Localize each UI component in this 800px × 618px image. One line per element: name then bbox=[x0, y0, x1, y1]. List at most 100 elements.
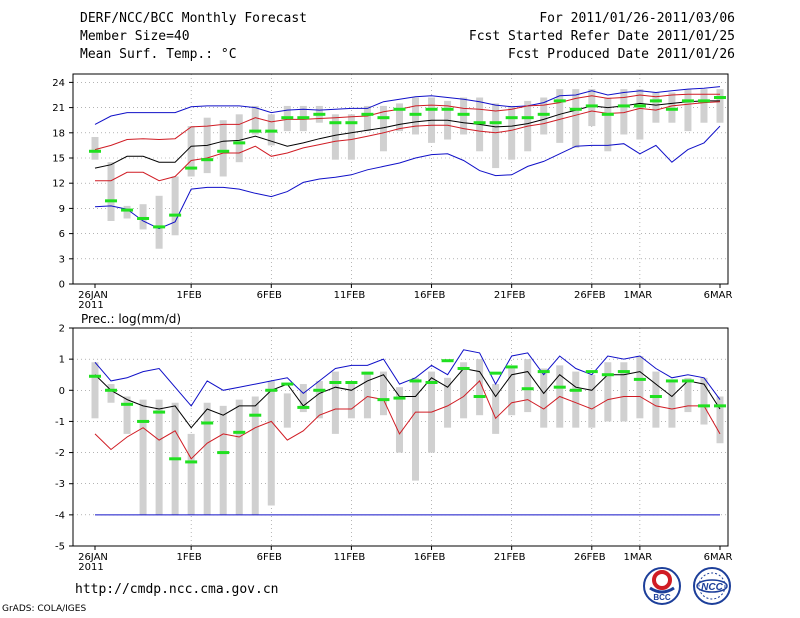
observation-mark bbox=[185, 460, 198, 464]
observation-mark bbox=[89, 149, 101, 153]
range-bar bbox=[524, 359, 532, 413]
observation-mark bbox=[249, 129, 262, 133]
range-bar bbox=[556, 89, 564, 143]
observation-mark bbox=[681, 379, 694, 383]
range-bar bbox=[219, 120, 227, 177]
range-bar bbox=[251, 396, 259, 515]
observation-mark bbox=[169, 213, 182, 217]
x-tick-label: 1MAR bbox=[623, 290, 652, 301]
x-tick-label: 6FEB bbox=[257, 552, 282, 563]
x-tick-label: 26FEB bbox=[574, 290, 606, 301]
observation-mark bbox=[361, 112, 374, 116]
header-left: DERF/NCC/BCC Monthly Forecast Member Size… bbox=[80, 10, 307, 64]
y-tick-label: 12 bbox=[52, 179, 65, 190]
x-tick-label: 1FEB bbox=[177, 552, 202, 563]
observation-mark bbox=[601, 373, 614, 377]
observation-mark bbox=[297, 405, 310, 409]
observation-mark bbox=[553, 385, 566, 389]
observation-mark bbox=[409, 379, 422, 383]
observation-mark bbox=[105, 388, 118, 392]
observation-mark bbox=[345, 381, 358, 384]
range-bar bbox=[492, 103, 500, 169]
y-tick-label: 18 bbox=[52, 128, 65, 139]
observation-mark bbox=[697, 99, 710, 103]
y-tick-label: 2 bbox=[59, 324, 65, 335]
observation-mark bbox=[105, 199, 118, 203]
range-bar bbox=[412, 97, 420, 135]
range-bar bbox=[412, 377, 420, 481]
observation-mark bbox=[457, 112, 470, 116]
range-bar bbox=[299, 384, 307, 413]
range-bar bbox=[91, 362, 99, 419]
observation-mark bbox=[537, 112, 550, 116]
x-tick-label: 16FEB bbox=[414, 290, 446, 301]
observation-mark bbox=[617, 370, 630, 374]
observation-mark bbox=[377, 116, 390, 120]
observation-mark bbox=[425, 381, 438, 384]
range-bar bbox=[107, 384, 115, 403]
range-bar bbox=[492, 384, 500, 434]
y-tick-label: -1 bbox=[55, 417, 65, 428]
ncc-logo-text: NCC bbox=[701, 582, 723, 593]
range-bar bbox=[123, 396, 131, 434]
observation-mark bbox=[265, 388, 278, 392]
observation-mark bbox=[569, 388, 582, 392]
observation-mark bbox=[633, 104, 646, 108]
x-tick-label: 6MAR bbox=[704, 290, 733, 301]
range-bar bbox=[700, 377, 708, 425]
y-tick-label: -5 bbox=[55, 542, 65, 553]
range-bar bbox=[572, 89, 580, 148]
range-bar bbox=[331, 371, 339, 434]
observation-mark bbox=[489, 371, 502, 375]
observation-mark bbox=[121, 208, 134, 212]
observation-mark bbox=[425, 107, 438, 111]
range-bar bbox=[363, 371, 371, 419]
range-bar bbox=[540, 97, 548, 135]
range-bar bbox=[123, 205, 131, 219]
observation-mark bbox=[137, 216, 150, 220]
observation-mark bbox=[377, 398, 390, 402]
logos: BCC NCC bbox=[643, 567, 731, 605]
source-url[interactable]: http://cmdp.ncc.cma.gov.cn bbox=[75, 582, 279, 597]
x-tick-label: 21FEB bbox=[494, 290, 526, 301]
observation-mark bbox=[217, 149, 230, 153]
range-bar bbox=[540, 368, 548, 428]
observation-mark bbox=[505, 116, 518, 120]
range-bar bbox=[508, 105, 516, 160]
observation-mark bbox=[585, 370, 598, 374]
range-bar bbox=[267, 380, 275, 506]
range-bar bbox=[155, 195, 163, 249]
y-tick-label: 0 bbox=[59, 386, 65, 397]
range-bar bbox=[107, 162, 115, 221]
forecast-period: For 2011/01/26-2011/03/06 bbox=[539, 11, 735, 26]
y-tick-label: -4 bbox=[55, 510, 65, 521]
range-bar bbox=[668, 92, 676, 123]
observation-mark bbox=[665, 107, 678, 111]
range-bar bbox=[444, 377, 452, 428]
produced-date: Fcst Produced Date 2011/01/26 bbox=[508, 47, 735, 62]
x-tick-label: 1MAR bbox=[623, 552, 652, 563]
observation-mark bbox=[489, 121, 502, 125]
observation-mark bbox=[153, 225, 166, 229]
observation-mark bbox=[601, 112, 614, 116]
x-tick-sublabel: 2011 bbox=[78, 300, 103, 311]
observation-mark bbox=[505, 365, 518, 369]
observation-mark bbox=[121, 402, 134, 406]
observation-mark bbox=[249, 413, 262, 417]
x-tick-label: 6MAR bbox=[704, 552, 733, 563]
observation-mark bbox=[265, 129, 278, 133]
observation-mark bbox=[281, 382, 294, 386]
observation-mark bbox=[329, 381, 342, 384]
series-line-median bbox=[94, 100, 720, 169]
y-tick-label: 24 bbox=[52, 78, 65, 89]
range-bar bbox=[652, 371, 660, 428]
y-tick-label: 1 bbox=[59, 355, 65, 366]
range-bar bbox=[347, 380, 355, 419]
observation-mark bbox=[714, 96, 726, 100]
range-bar bbox=[155, 399, 163, 515]
observation-mark bbox=[233, 430, 246, 434]
y-tick-label: 15 bbox=[52, 154, 65, 165]
observation-mark bbox=[169, 457, 182, 461]
range-bar bbox=[395, 103, 403, 132]
range-bar bbox=[139, 399, 147, 515]
